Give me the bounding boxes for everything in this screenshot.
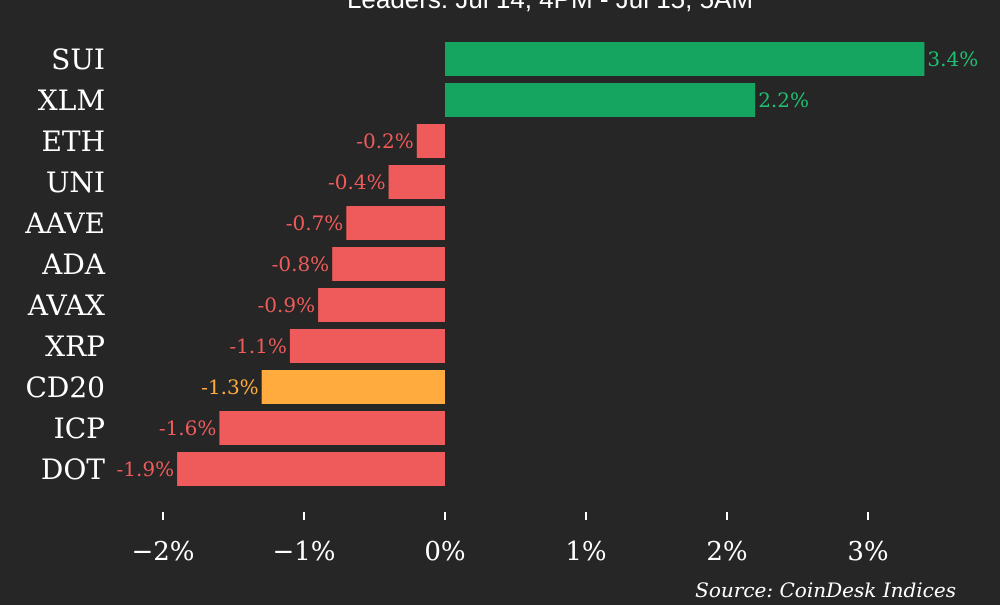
bar-xlm	[445, 83, 756, 117]
category-label-aave: AAVE	[24, 207, 105, 240]
category-label-xrp: XRP	[45, 330, 105, 363]
x-tick-label: 2%	[706, 537, 747, 567]
category-labels: SUI XLM ETH UNI AAVE ADA AVAX XRP CD20 ICP DOT	[24, 43, 105, 486]
category-label-sui: SUI	[51, 43, 105, 76]
x-tick-label: −1%	[272, 537, 335, 567]
value-label-eth: -0.2%	[356, 129, 414, 153]
value-label-ada: -0.8%	[272, 252, 330, 276]
value-label-xlm: 2.2%	[758, 88, 809, 112]
x-tick-label: 1%	[565, 537, 606, 567]
category-label-avax: AVAX	[27, 289, 105, 322]
category-label-xlm: XLM	[38, 84, 105, 117]
chart-title: Leaders: Jul 14, 4PM - Jul 15, 5AM	[347, 0, 753, 14]
bar-eth	[416, 124, 445, 158]
category-label-icp: ICP	[54, 412, 105, 445]
value-label-dot: -1.9%	[117, 457, 175, 481]
x-tick-label: 0%	[424, 537, 465, 567]
value-label-sui: 3.4%	[927, 47, 978, 71]
bar-ada	[332, 247, 445, 281]
value-label-aave: -0.7%	[286, 211, 344, 235]
bar-xrp	[289, 329, 445, 363]
value-labels: 3.4% 2.2% -0.2% -0.4% -0.7% -0.8% -0.9% -1.1% -1…	[117, 47, 979, 481]
category-label-ada: ADA	[41, 248, 106, 281]
value-label-avax: -0.9%	[258, 293, 316, 317]
category-label-cd20: CD20	[25, 371, 105, 404]
bar-sui	[445, 42, 925, 76]
category-label-eth: ETH	[41, 125, 105, 158]
bar-dot	[177, 452, 445, 486]
value-label-cd20: -1.3%	[201, 375, 259, 399]
value-label-uni: -0.4%	[328, 170, 386, 194]
bars-group	[177, 42, 925, 486]
x-tick-label: 3%	[847, 537, 888, 567]
x-axis: −2% −1% 0% 1% 2% 3%	[131, 512, 889, 567]
bar-uni	[388, 165, 445, 199]
bar-icp	[219, 411, 445, 445]
bar-cd20	[261, 370, 445, 404]
x-tick-label: −2%	[131, 537, 194, 567]
value-label-icp: -1.6%	[159, 416, 217, 440]
value-label-xrp: -1.1%	[229, 334, 287, 358]
bar-aave	[346, 206, 445, 240]
bar-avax	[318, 288, 445, 322]
category-label-uni: UNI	[46, 166, 105, 199]
category-label-dot: DOT	[41, 453, 105, 486]
source-note: Source: CoinDesk Indices	[695, 578, 956, 600]
